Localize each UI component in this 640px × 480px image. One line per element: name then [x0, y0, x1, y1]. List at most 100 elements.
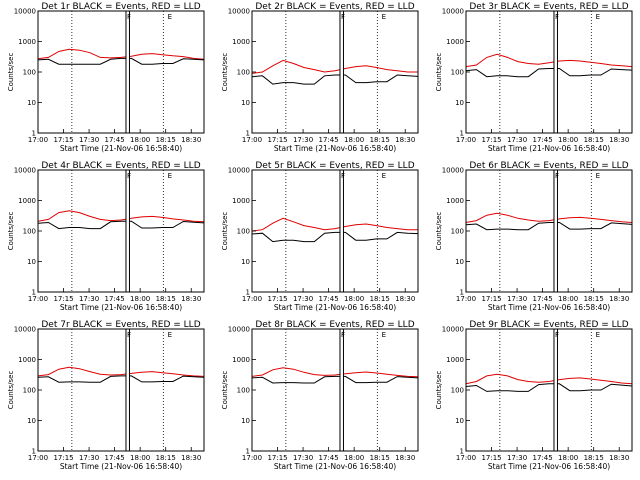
panel9-xtick-label: 17:00	[456, 454, 476, 462]
panel7-xtick-label: 18:15	[156, 454, 176, 462]
panel7-ytick-label: 10	[27, 417, 36, 425]
panel5-xtick-label: 18:30	[395, 295, 415, 303]
panel6-xtick-label: 18:30	[609, 295, 629, 303]
panel3-ylabel: Counts/sec	[435, 53, 443, 92]
panel6-series-events-black	[465, 222, 633, 231]
panel9-series-events-black	[465, 383, 633, 392]
panel6-marker-f: F	[555, 172, 559, 180]
panel8-marker-e: E	[382, 331, 386, 339]
panel2-series-events-black	[251, 74, 419, 85]
panel5-frame	[251, 169, 419, 293]
panel7-marker-f: F	[127, 331, 131, 339]
panel8-gap-bar	[339, 328, 344, 452]
panel8-xtick-label: 18:15	[370, 454, 390, 462]
panel6-series-lld-red	[465, 212, 633, 223]
panel8-xtick-label: 17:45	[319, 454, 339, 462]
panel1-xtick-label: 18:00	[130, 136, 150, 144]
panel8-xlabel: Start Time (21-Nov-06 16:58:40)	[274, 462, 396, 471]
panel5-ytick-label: 1	[246, 289, 250, 297]
panel4-ytick-label: 10000	[14, 167, 36, 175]
panel9-xtick-label: 17:30	[507, 454, 527, 462]
panel2-marker-f: F	[341, 13, 345, 21]
panel4-xtick-label: 18:15	[156, 295, 176, 303]
panel2-ytick-label: 1000	[232, 38, 250, 46]
panel4-ytick-label: 1	[32, 289, 36, 297]
panel1-xtick-label: 17:45	[105, 136, 125, 144]
panel9-ytick-label: 1000	[446, 356, 464, 364]
panel6-ylabel: Counts/sec	[435, 212, 443, 251]
panel1-gap-bar	[125, 10, 130, 134]
panel7-series-events-black	[37, 375, 205, 383]
panel2-title: Det 2r BLACK = Events, RED = LLD	[255, 2, 414, 12]
panel7-xtick-label: 17:00	[28, 454, 48, 462]
panel1-frame	[37, 10, 205, 134]
panel5-ytick-label: 100	[237, 228, 250, 236]
panel8-ytick-label: 100	[237, 387, 250, 395]
panel4-series-events-black	[37, 220, 205, 230]
panel6-ytick-label: 1	[460, 289, 464, 297]
panel3-series-events-black	[465, 68, 633, 78]
panel2-marker-e: E	[382, 13, 386, 21]
panel6-xtick-label: 17:15	[481, 295, 501, 303]
panel8-ytick-label: 10000	[228, 326, 250, 334]
panel9-xtick-label: 18:15	[584, 454, 604, 462]
panel7-ytick-label: 1	[32, 448, 36, 456]
panel5-ytick-label: 10000	[228, 167, 250, 175]
panel2-xlabel: Start Time (21-Nov-06 16:58:40)	[274, 144, 396, 153]
panel7-xtick-label: 18:30	[181, 454, 201, 462]
panel8-xtick-label: 17:30	[293, 454, 313, 462]
panel4-xtick-label: 17:15	[53, 295, 73, 303]
panel1-xlabel: Start Time (21-Nov-06 16:58:40)	[60, 144, 182, 153]
panel8-xtick-label: 17:00	[242, 454, 262, 462]
panel4-xtick-label: 18:30	[181, 295, 201, 303]
panel5-xtick-label: 18:00	[344, 295, 364, 303]
panel3-xtick-label: 17:15	[481, 136, 501, 144]
panel9-marker-e: E	[596, 331, 600, 339]
panel4-marker-f: F	[127, 172, 131, 180]
panel7-ytick-label: 100	[23, 387, 36, 395]
panel3-xtick-label: 17:30	[507, 136, 527, 144]
panel5-title: Det 5r BLACK = Events, RED = LLD	[255, 161, 414, 171]
panel4-frame	[37, 169, 205, 293]
panel9-ytick-label: 100	[451, 387, 464, 395]
panel2-ytick-label: 1	[246, 130, 250, 138]
panel7-series-lld-red	[37, 366, 205, 377]
panel8-title: Det 8r BLACK = Events, RED = LLD	[255, 320, 414, 330]
panel2-ytick-label: 10000	[228, 8, 250, 16]
panel7-xtick-label: 17:15	[53, 454, 73, 462]
panel1-ytick-label: 1000	[18, 38, 36, 46]
panel9-xtick-label: 18:30	[609, 454, 629, 462]
panel6-title: Det 6r BLACK = Events, RED = LLD	[469, 161, 628, 171]
panel9-xlabel: Start Time (21-Nov-06 16:58:40)	[488, 462, 610, 471]
panel1-ytick-label: 10000	[14, 8, 36, 16]
panel7-marker-e: E	[168, 331, 172, 339]
panel5-xtick-label: 17:45	[319, 295, 339, 303]
panel2-gap-bar	[339, 10, 344, 134]
panel4-xtick-label: 17:30	[79, 295, 99, 303]
panel1-xtick-label: 17:15	[53, 136, 73, 144]
panel1-marker-e: E	[168, 13, 172, 21]
panel7-ytick-label: 1000	[18, 356, 36, 364]
panel6-ytick-label: 1000	[446, 197, 464, 205]
panel6-xtick-label: 17:30	[507, 295, 527, 303]
panel1-ylabel: Counts/sec	[7, 53, 15, 92]
panel3-xtick-label: 18:15	[584, 136, 604, 144]
panel3-xtick-label: 18:30	[609, 136, 629, 144]
panel6-ytick-label: 10000	[442, 167, 464, 175]
panel2-ytick-label: 10	[241, 99, 250, 107]
panel3-ytick-label: 10000	[442, 8, 464, 16]
panel7-xtick-label: 17:30	[79, 454, 99, 462]
panel9-marker-f: F	[555, 331, 559, 339]
panel4-ytick-label: 1000	[18, 197, 36, 205]
panel9-xtick-label: 17:15	[481, 454, 501, 462]
panel5-ytick-label: 10	[241, 258, 250, 266]
panel9-ylabel: Counts/sec	[435, 371, 443, 410]
panel9-frame	[465, 328, 633, 452]
panel7-xtick-label: 17:45	[105, 454, 125, 462]
panel1-xtick-label: 18:30	[181, 136, 201, 144]
